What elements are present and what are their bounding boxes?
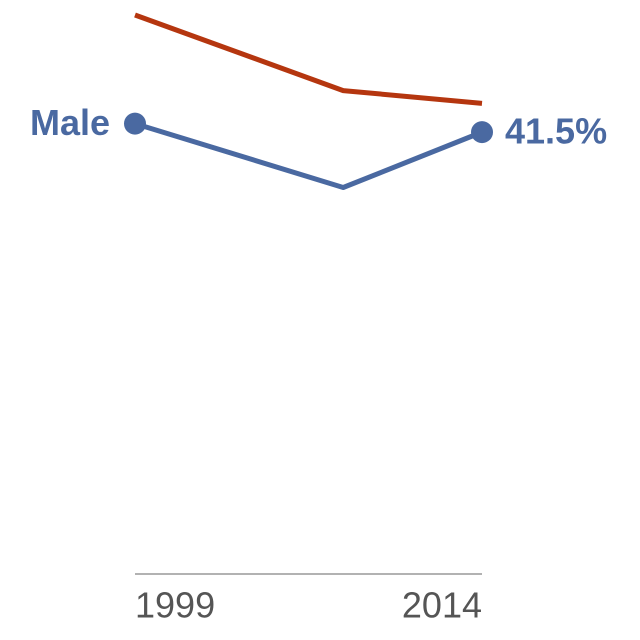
series-line (134, 121, 483, 190)
legend-label: Male (30, 102, 110, 143)
x-tick-label: 2014 (402, 585, 482, 626)
end-dot (471, 121, 493, 144)
x-tick-label: 1999 (135, 585, 215, 626)
value-label: 41.5% (505, 111, 607, 152)
end-dot (124, 112, 146, 135)
series-line (134, 12, 483, 106)
